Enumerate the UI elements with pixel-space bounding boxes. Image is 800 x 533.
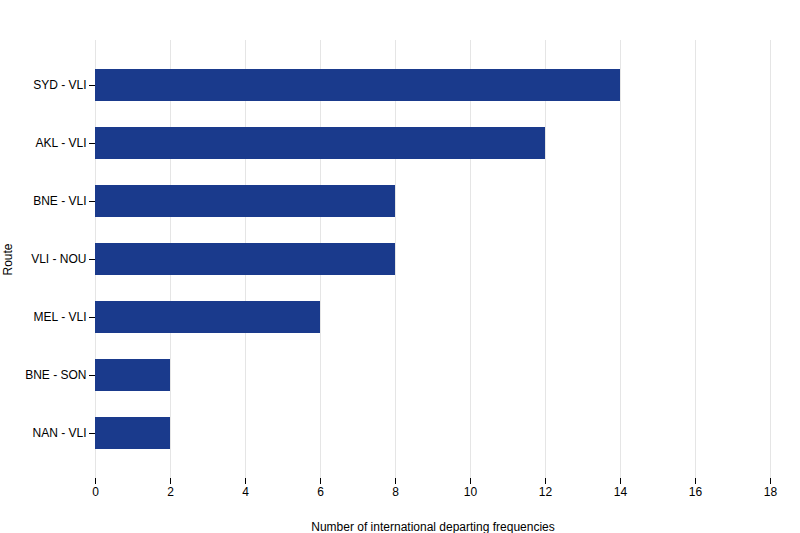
svg-text:Number of international depart: Number of international departing freque… (311, 520, 554, 533)
svg-text:8: 8 (392, 485, 399, 499)
svg-text:BNE - SON: BNE - SON (25, 368, 86, 382)
svg-text:SYD - VLI: SYD - VLI (33, 78, 86, 92)
svg-text:2: 2 (167, 485, 174, 499)
svg-text:AKL - VLI: AKL - VLI (36, 136, 87, 150)
svg-text:NAN - VLI: NAN - VLI (32, 426, 86, 440)
svg-text:4: 4 (242, 485, 249, 499)
svg-text:VLI - NOU: VLI - NOU (31, 252, 86, 266)
svg-text:10: 10 (464, 485, 478, 499)
svg-text:18: 18 (764, 485, 778, 499)
svg-text:6: 6 (317, 485, 324, 499)
svg-text:BNE - VLI: BNE - VLI (33, 194, 86, 208)
svg-text:12: 12 (539, 485, 553, 499)
svg-text:Route: Route (1, 243, 15, 275)
svg-text:14: 14 (614, 485, 628, 499)
svg-text:16: 16 (689, 485, 703, 499)
svg-text:0: 0 (92, 485, 99, 499)
svg-text:MEL - VLI: MEL - VLI (34, 310, 87, 324)
